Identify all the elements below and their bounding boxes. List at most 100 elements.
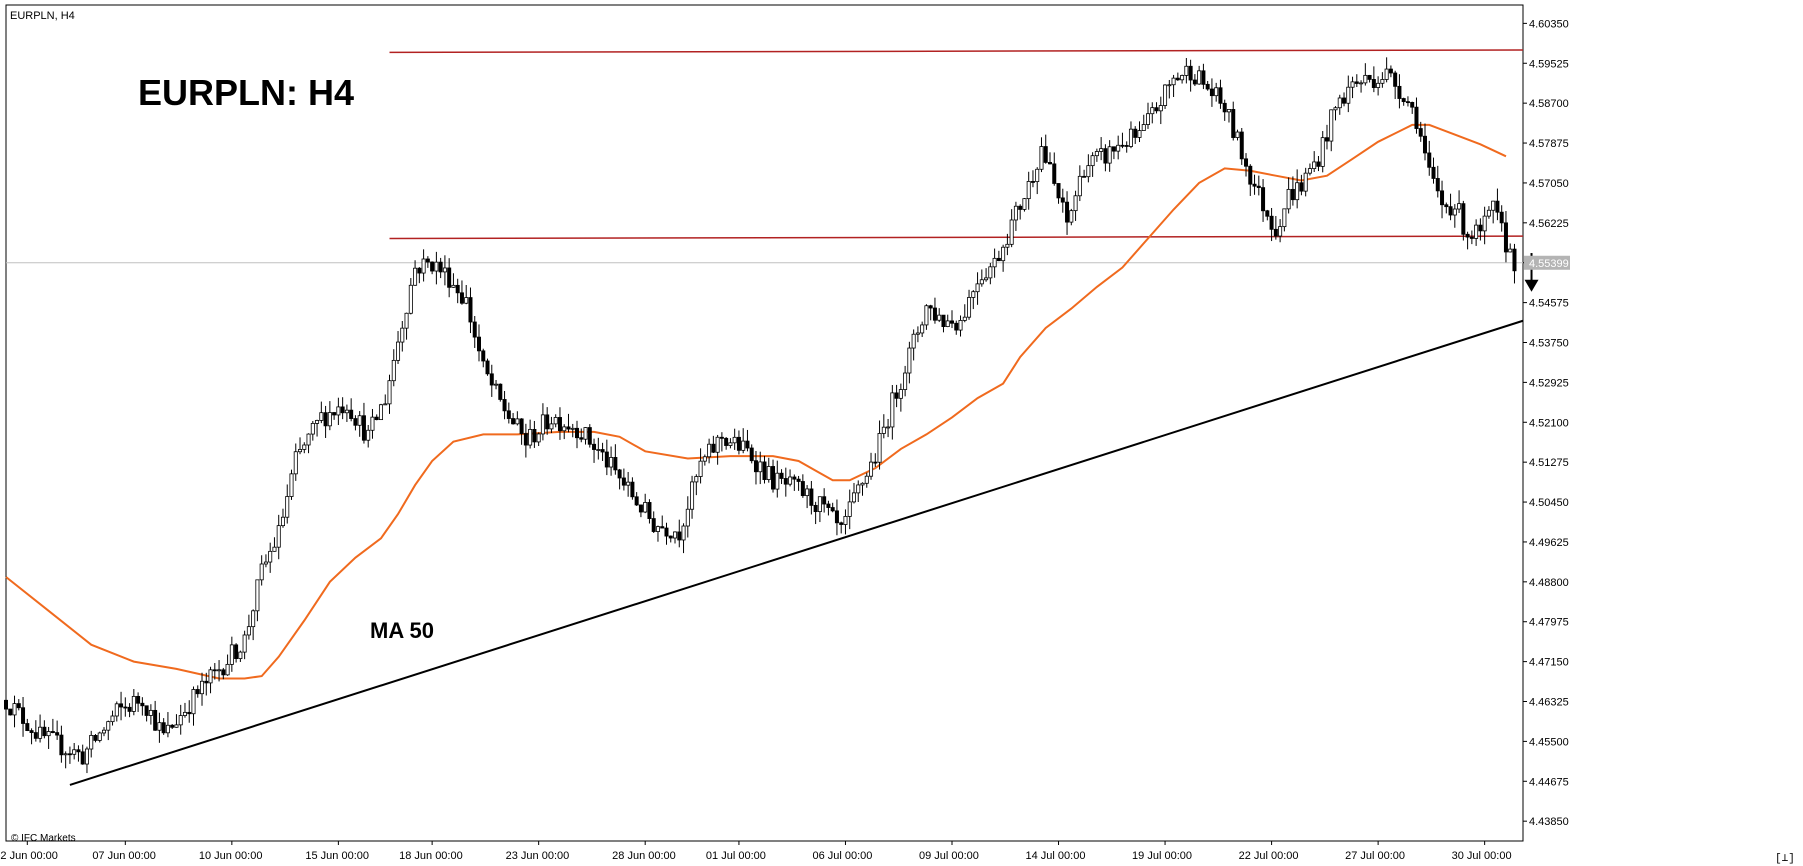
candle-bearish — [651, 518, 656, 532]
candle-bullish — [1141, 124, 1146, 131]
candle-bearish — [21, 707, 26, 724]
candle-bullish — [528, 429, 533, 446]
candle-bearish — [1503, 222, 1508, 253]
annotation-lines — [69, 49, 1539, 786]
candle-bullish — [707, 443, 712, 458]
candle-bullish — [690, 481, 695, 510]
candle-bullish — [540, 414, 545, 435]
candle-bearish — [1397, 85, 1402, 99]
candle-bullish — [1116, 144, 1121, 152]
candle-bearish — [204, 680, 209, 684]
candle-bearish — [587, 427, 592, 445]
candle-bearish — [792, 476, 797, 480]
candle-bearish — [647, 502, 652, 519]
candle-bearish — [1269, 215, 1274, 230]
candle-bullish — [851, 492, 856, 503]
x-tick-label: 23 Jun 00:00 — [506, 850, 570, 862]
candle-bearish — [873, 461, 878, 464]
candle-bearish — [1231, 109, 1236, 138]
candle-bearish — [1201, 70, 1206, 85]
candle-bearish — [123, 706, 128, 709]
x-tick-label: 28 Jun 00:00 — [612, 850, 676, 862]
y-tick-label: 4.52925 — [1529, 377, 1569, 389]
candle-bearish — [813, 504, 818, 513]
x-tick-label: 07 Jun 00:00 — [92, 850, 156, 862]
autoscroll-button[interactable]: [⊥] — [1775, 853, 1795, 865]
candle-bearish — [1060, 197, 1065, 203]
candle-bearish — [1056, 183, 1061, 199]
candle-bullish — [1013, 205, 1018, 221]
candle-bullish — [276, 525, 281, 548]
candle-bearish — [630, 481, 635, 498]
candle-bearish — [719, 436, 724, 439]
candle-bearish — [455, 284, 460, 294]
candle-bullish — [596, 449, 601, 451]
candle-bearish — [600, 449, 605, 453]
candle-bullish — [788, 476, 793, 485]
candle-bearish — [1342, 97, 1347, 104]
candle-bearish — [1499, 211, 1504, 224]
candle-bearish — [481, 350, 486, 362]
candle-bullish — [391, 359, 396, 382]
candle-bullish — [971, 291, 976, 298]
candle-bearish — [1469, 236, 1474, 239]
candle-bullish — [1346, 86, 1351, 104]
x-tick-label: 10 Jun 00:00 — [199, 850, 263, 862]
y-tick-label: 4.47975 — [1529, 617, 1569, 629]
candle-bearish — [374, 416, 379, 421]
candle-bearish — [724, 437, 729, 446]
candle-bullish — [106, 721, 111, 731]
down-arrow-icon — [1524, 279, 1539, 292]
candle-bullish — [702, 456, 707, 462]
candle-bearish — [476, 336, 481, 352]
candle-bearish — [1248, 165, 1253, 185]
candle-bearish — [809, 488, 814, 506]
candle-bullish — [715, 436, 720, 453]
candle-bearish — [59, 734, 64, 756]
candle-bearish — [1120, 144, 1125, 147]
y-tick-label: 4.57875 — [1529, 138, 1569, 150]
x-tick-label: 02 Jun 00:00 — [0, 850, 58, 862]
candle-bullish — [1146, 113, 1151, 125]
support-trendline — [69, 319, 1524, 786]
candle-bullish — [805, 488, 810, 497]
candle-bullish — [102, 729, 107, 734]
candle-bearish — [1043, 146, 1048, 163]
candle-bearish — [4, 699, 9, 710]
plot-area[interactable] — [5, 4, 1524, 842]
candle-bullish — [626, 481, 631, 486]
candle-bullish — [962, 316, 967, 321]
candle-bearish — [187, 711, 192, 715]
candle-bearish — [928, 305, 933, 309]
candle-bearish — [834, 510, 839, 524]
candle-bearish — [1218, 87, 1223, 104]
ma-label: MA 50 — [370, 618, 434, 643]
candle-bullish — [400, 327, 405, 343]
candle-bearish — [353, 418, 358, 426]
candle-bearish — [29, 730, 34, 733]
candle-bullish — [1286, 188, 1291, 210]
candle-bearish — [532, 429, 537, 443]
candle-bearish — [1065, 201, 1070, 223]
candle-bullish — [280, 516, 285, 527]
candle-bullish — [937, 314, 942, 321]
candle-bullish — [272, 546, 277, 552]
y-tick-label: 4.43850 — [1529, 816, 1569, 828]
candle-bullish — [881, 426, 886, 434]
candle-bearish — [711, 443, 716, 453]
candle-bullish — [758, 461, 763, 473]
candle-bearish — [783, 478, 788, 485]
candle-bullish — [732, 436, 737, 444]
candle-bullish — [1077, 175, 1082, 197]
candle-bearish — [566, 426, 571, 430]
candle-bearish — [140, 702, 145, 707]
candle-bearish — [425, 258, 430, 263]
candle-bullish — [442, 267, 447, 273]
candle-bullish — [1022, 198, 1027, 210]
candle-bullish — [643, 502, 648, 513]
candle-bearish — [212, 669, 217, 672]
candle-bullish — [856, 484, 861, 494]
y-tick-label: 4.58700 — [1529, 98, 1569, 110]
candle-bearish — [1261, 187, 1266, 212]
